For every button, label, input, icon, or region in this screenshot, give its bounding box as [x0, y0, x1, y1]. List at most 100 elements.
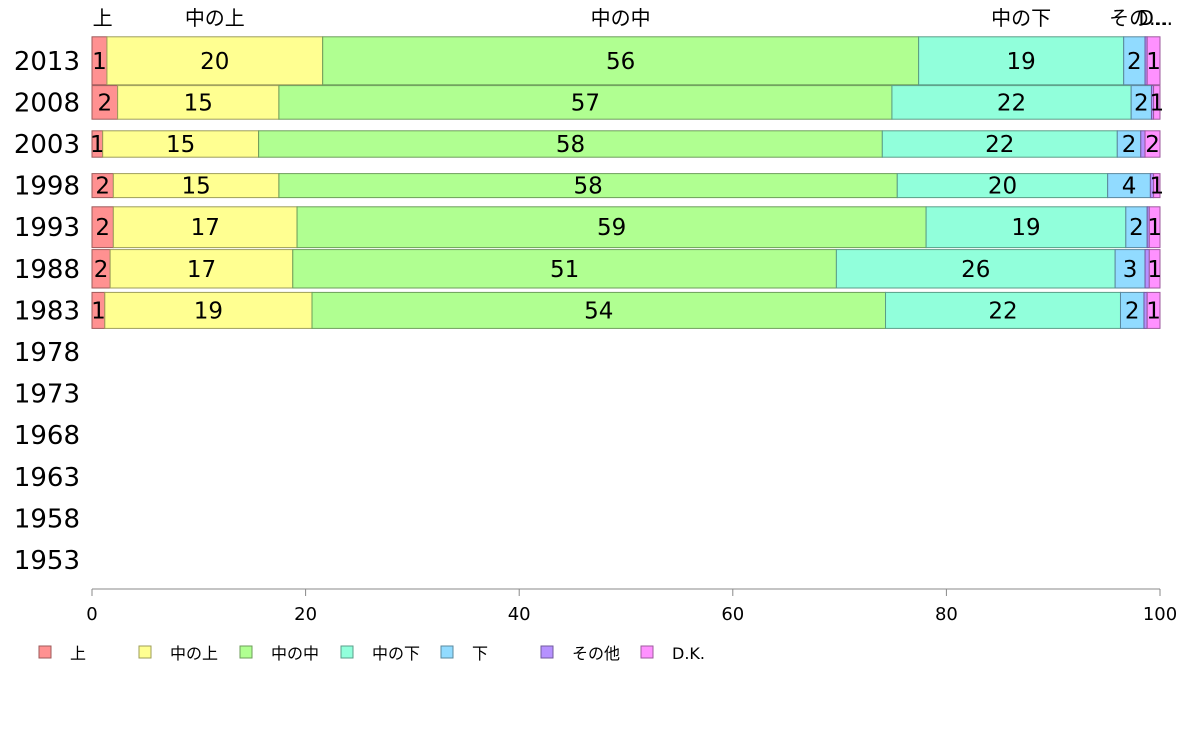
bar-1988-中の下	[835, 249, 1116, 289]
bar-1983-D.K.	[1146, 291, 1161, 329]
data-label-1998-中の下: 20	[988, 174, 1017, 200]
data-label-1993-D.K.: 1	[1147, 215, 1162, 241]
year-label-1998: 1998	[14, 172, 80, 202]
bar-1988-中の中	[292, 249, 837, 289]
data-label-1993-中の中: 59	[597, 215, 626, 241]
bar-1983-中の上	[104, 291, 313, 329]
data-label-1998-上: 2	[95, 174, 110, 200]
year-label-1983: 1983	[14, 296, 80, 326]
data-label-1988-上: 2	[94, 257, 109, 283]
data-label-2008-中の上: 15	[184, 90, 213, 116]
data-label-1988-下: 3	[1123, 257, 1138, 283]
data-label-1988-D.K.: 1	[1147, 257, 1162, 283]
top-label-5: D...	[1138, 6, 1172, 30]
x-tick-label-80: 80	[935, 604, 958, 625]
data-label-2008-D.K.: 1	[1149, 90, 1164, 116]
bar-2013-中の上	[106, 36, 324, 86]
x-tick-label-0: 0	[86, 604, 97, 625]
data-label-2013-中の下: 19	[1007, 49, 1036, 75]
legend-swatch-中の上	[138, 645, 152, 659]
data-label-2008-中の下: 22	[997, 90, 1026, 116]
data-label-1998-中の中: 58	[573, 174, 602, 200]
data-label-1983-中の下: 22	[988, 298, 1017, 324]
bars: 1 20 56 19 2 12 15 57 22 2 11 15 58 22 2 22 15 58 20 4 12 17 5…	[90, 36, 1164, 329]
data-label-1998-D.K.: 1	[1149, 174, 1164, 200]
top-label-1: 中の上	[185, 6, 245, 30]
data-label-1993-中の下: 19	[1011, 215, 1040, 241]
data-label-1983-上: 1	[91, 298, 106, 324]
legend: 上 中の上 中の中 中の下 下 その他 D.K.	[38, 644, 705, 663]
bar-2003-中の下	[881, 130, 1118, 158]
bar-1998-中の下	[896, 173, 1109, 199]
data-label-1983-中の中: 54	[584, 298, 613, 324]
x-tick-label-100: 100	[1143, 604, 1177, 625]
bar-1988-下	[1114, 249, 1146, 289]
data-label-2013-中の中: 56	[606, 49, 635, 75]
year-label-1968: 1968	[14, 421, 80, 451]
year-label-2008: 2008	[14, 88, 80, 118]
year-labels: 2013 2008 2003 1998 1993 1988 1983 1978 1973 1968…	[14, 47, 80, 576]
bar-1988-D.K.	[1148, 249, 1161, 289]
x-tick-label-60: 60	[721, 604, 744, 625]
data-label-1993-上: 2	[95, 215, 110, 241]
year-label-1963: 1963	[14, 463, 80, 493]
data-label-1983-下: 2	[1125, 298, 1140, 324]
bar-1993-D.K.	[1148, 206, 1161, 249]
data-label-2003-下: 2	[1122, 132, 1137, 158]
year-label-2003: 2003	[14, 130, 80, 160]
legend-label-中の上: 中の上	[170, 644, 218, 663]
data-label-2003-中の下: 22	[985, 132, 1014, 158]
x-axis: 0 20 40 60 80 100	[86, 588, 1177, 625]
legend-label-D.K.: D.K.	[672, 644, 705, 663]
top-label-0: 上	[93, 6, 113, 30]
x-tick-label-40: 40	[508, 604, 531, 625]
bar-2003-中の上	[102, 130, 260, 158]
bar-2008-D.K.	[1153, 85, 1161, 120]
year-label-1958: 1958	[14, 504, 80, 534]
bar-1998-下	[1107, 173, 1151, 199]
data-label-2003-D.K.: 2	[1145, 132, 1160, 158]
legend-label-上: 上	[70, 644, 86, 663]
data-label-2013-中の上: 20	[200, 49, 229, 75]
legend-swatch-下	[440, 645, 454, 659]
data-label-1993-下: 2	[1129, 215, 1144, 241]
data-label-2013-上: 1	[92, 49, 107, 75]
legend-label-下: 下	[472, 644, 488, 663]
bar-2003-D.K.	[1144, 130, 1161, 158]
bar-1983-中の下	[885, 291, 1121, 329]
legend-label-その他: その他	[572, 644, 620, 663]
bar-1998-中の上	[112, 173, 280, 199]
top-label-3: 中の下	[991, 6, 1051, 30]
bar-2008-中の上	[117, 85, 280, 120]
data-label-2003-中の中: 58	[556, 132, 585, 158]
bar-2008-中の下	[891, 85, 1132, 120]
bar-1998-中の中	[278, 173, 898, 199]
year-label-1953: 1953	[14, 546, 80, 576]
data-label-1998-下: 4	[1122, 174, 1137, 200]
data-label-1988-中の下: 26	[961, 257, 990, 283]
year-label-1973: 1973	[14, 380, 80, 410]
year-label-2013: 2013	[14, 47, 80, 77]
top-label-4: その...	[1109, 6, 1168, 30]
data-label-1993-中の上: 17	[191, 215, 220, 241]
bar-1993-中の下	[925, 206, 1127, 249]
data-label-1998-中の上: 15	[181, 174, 210, 200]
data-label-2013-下: 2	[1127, 49, 1142, 75]
legend-swatch-中の下	[340, 645, 354, 659]
data-label-1983-D.K.: 1	[1146, 298, 1161, 324]
data-label-2003-中の上: 15	[166, 132, 195, 158]
bar-2013-D.K.	[1146, 36, 1161, 86]
year-label-1978: 1978	[14, 338, 80, 368]
data-label-2008-下: 2	[1134, 90, 1149, 116]
data-label-2008-上: 2	[97, 90, 112, 116]
legend-swatch-その他	[540, 645, 554, 659]
data-label-1983-中の上: 19	[194, 298, 223, 324]
data-label-1988-中の中: 51	[550, 257, 579, 283]
data-label-2008-中の中: 57	[571, 90, 600, 116]
legend-label-中の下: 中の下	[372, 644, 420, 663]
legend-swatch-上	[38, 645, 52, 659]
year-label-1988: 1988	[14, 255, 80, 285]
top-segment-labels: 上 中の上 中の中 中の下 その...D...	[93, 6, 1173, 30]
bar-1993-中の中	[296, 206, 927, 249]
data-label-1988-中の上: 17	[187, 257, 216, 283]
